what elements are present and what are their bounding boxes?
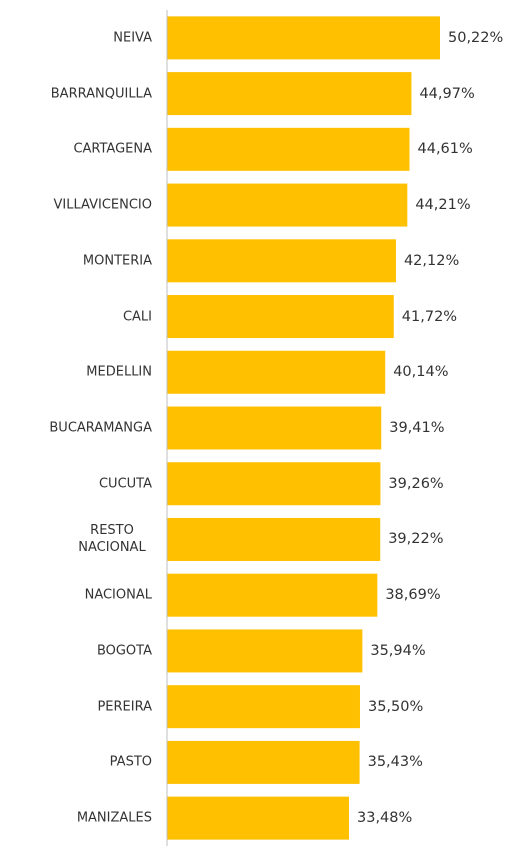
category-label: CALI (122, 309, 152, 325)
bar (167, 573, 378, 617)
value-label: 44,97% (419, 85, 475, 102)
value-label: 35,94% (370, 642, 426, 659)
bar (167, 16, 440, 60)
category-label: RESTO NACIONAL (78, 523, 146, 556)
value-label: 42,12% (403, 252, 460, 269)
bar (167, 462, 381, 506)
bar (167, 127, 410, 171)
bar (167, 517, 381, 561)
bar (167, 406, 382, 450)
value-label: 38,69% (385, 587, 441, 604)
bar (167, 295, 394, 339)
category-label: NACIONAL (84, 587, 152, 603)
bar (167, 796, 349, 840)
value-label: 33,48% (357, 810, 413, 827)
value-label: 39,26% (388, 475, 444, 492)
value-label: 44,21% (415, 197, 471, 214)
category-label: PEREIRA (97, 699, 152, 715)
value-label: 40,14% (393, 364, 449, 381)
value-label: 39,41% (389, 420, 445, 436)
category-label: VILLAVICENCIO (53, 197, 152, 213)
category-label: BARRANQUILLA (50, 86, 152, 102)
bar (167, 72, 412, 116)
category-label: MEDELLIN (86, 364, 152, 380)
value-label: 35,50% (367, 698, 424, 715)
bar (167, 685, 360, 729)
category-label: BOGOTA (96, 643, 152, 659)
bar (167, 183, 408, 227)
category-label: PASTO (109, 754, 152, 770)
bar (167, 239, 396, 283)
value-label: 44,61% (417, 141, 473, 158)
bar (167, 350, 386, 394)
category-label: MONTERIA (82, 253, 152, 269)
category-label: BUCARAMANGA (49, 420, 152, 436)
value-label: 50,22% (448, 29, 504, 46)
value-label: 35,43% (367, 754, 423, 771)
value-label: 41,72% (401, 308, 458, 325)
value-label: 39,22% (388, 531, 444, 548)
category-label: CARTAGENA (73, 141, 152, 157)
bar (167, 740, 360, 784)
category-label: MANIZALES (76, 810, 152, 826)
category-label: CUCUTA (98, 476, 152, 492)
bar (167, 629, 363, 673)
category-label: NEIVA (113, 30, 152, 46)
